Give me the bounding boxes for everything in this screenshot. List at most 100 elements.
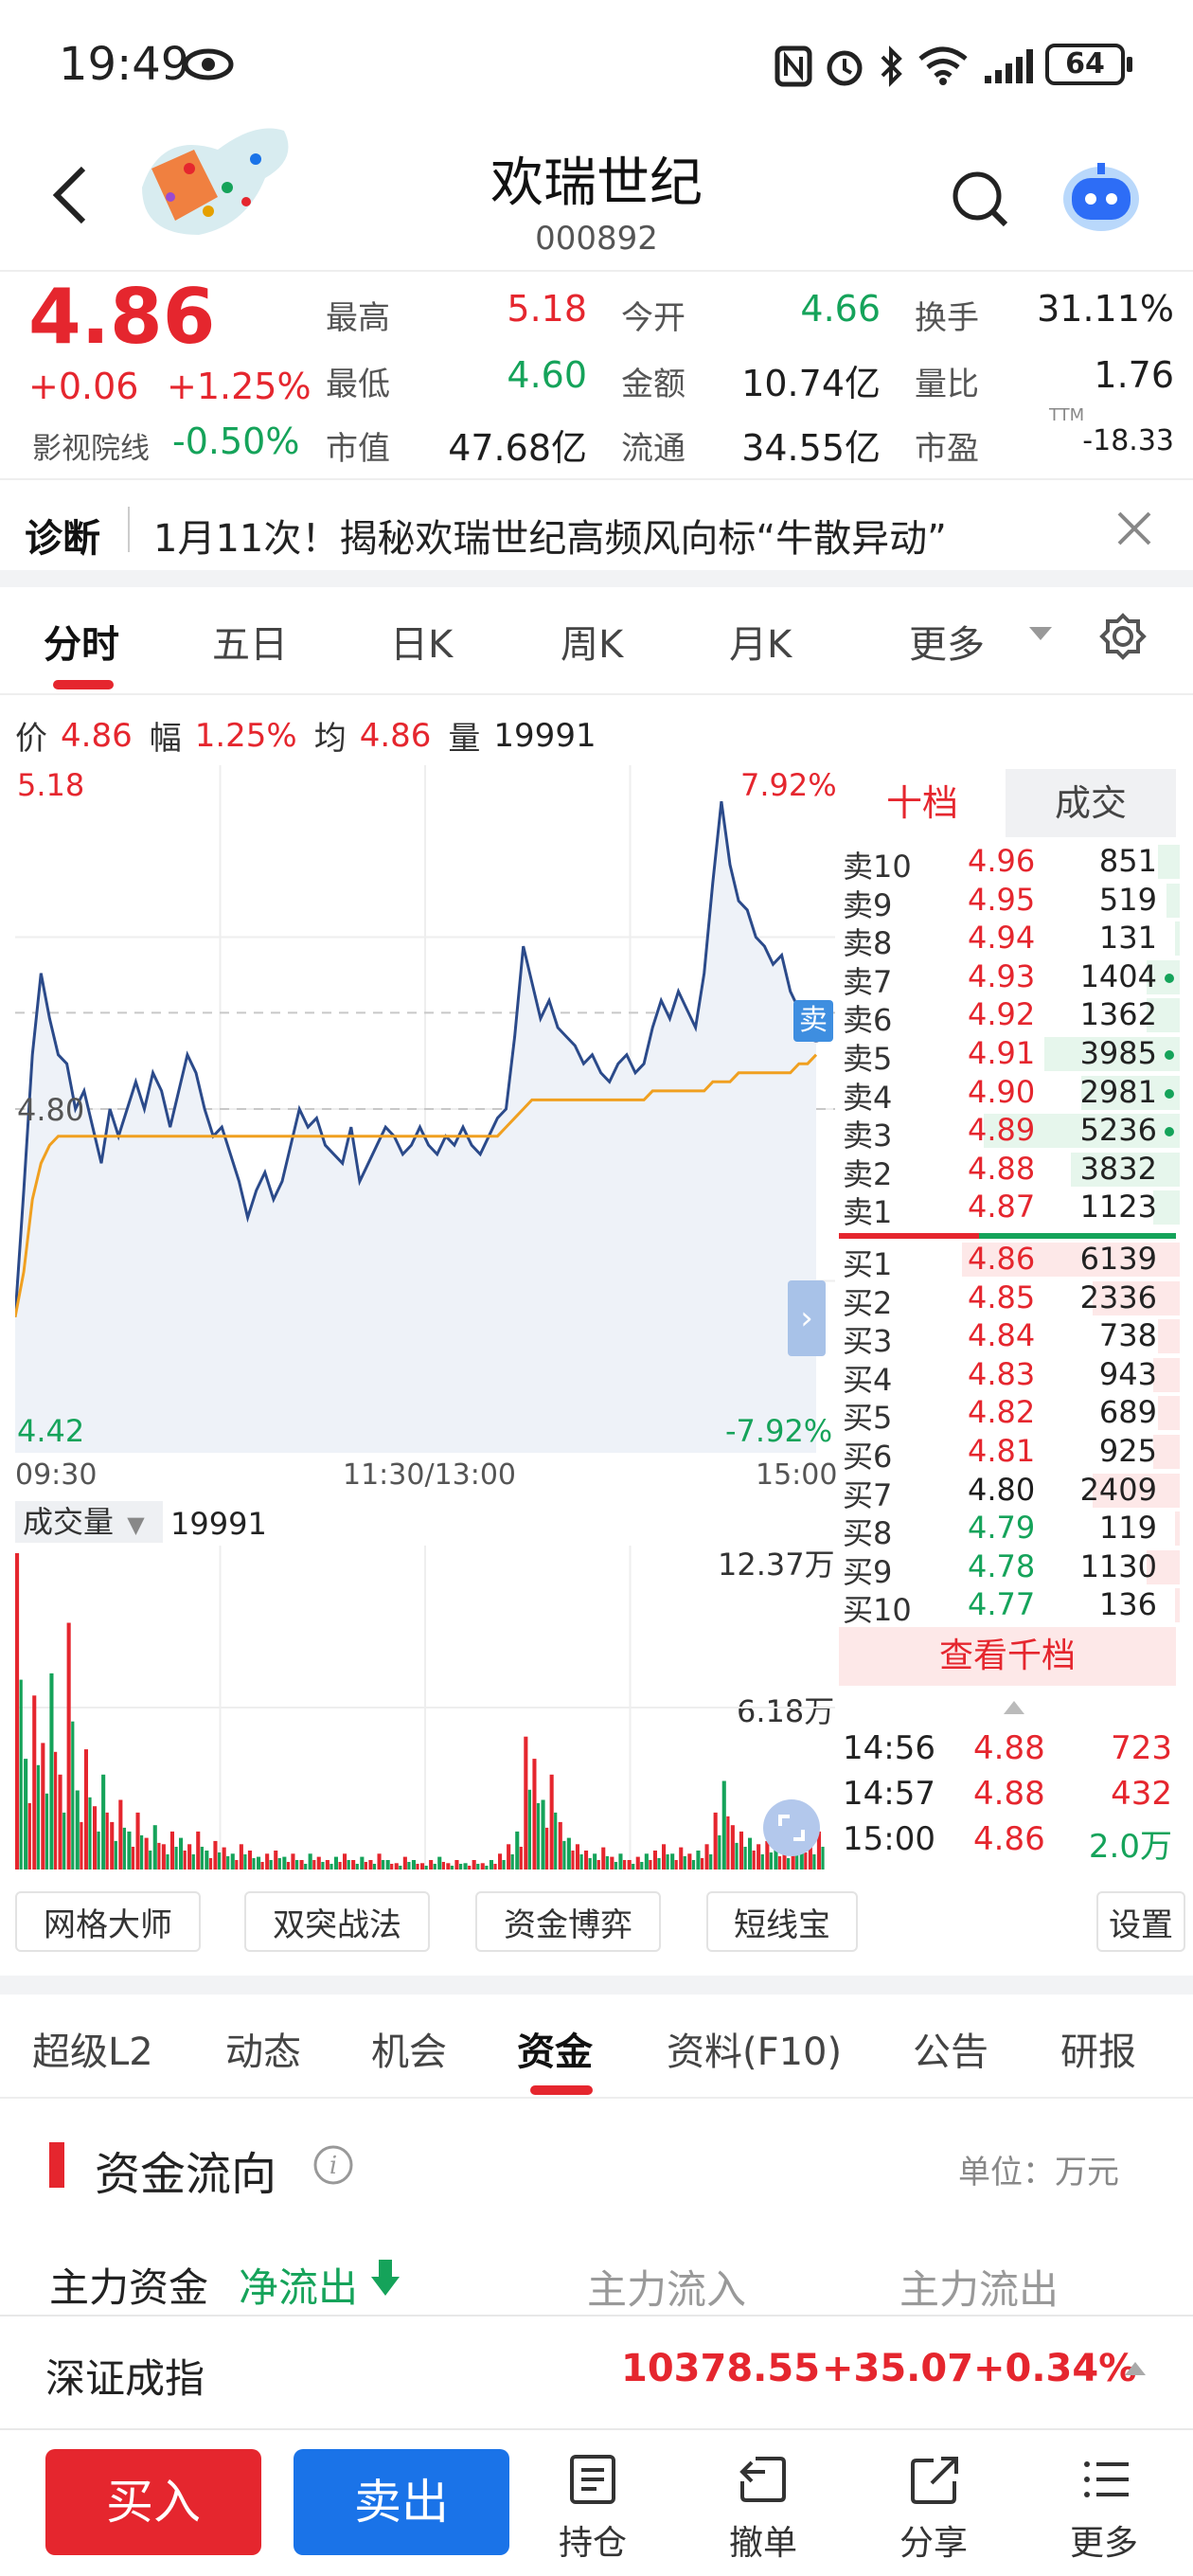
bid-label: 买4 bbox=[843, 1361, 893, 1398]
bid-row[interactable]: 买10 4.77 136 bbox=[839, 1586, 1180, 1628]
quote-value: 5.18 bbox=[507, 288, 587, 330]
tab-chart-5[interactable]: 更多 bbox=[909, 623, 985, 667]
bid-depth-bar bbox=[1153, 1435, 1180, 1469]
signal-icon bbox=[985, 49, 1033, 83]
tab-trades[interactable]: 成交 bbox=[1006, 769, 1176, 837]
fullscreen-icon[interactable] bbox=[763, 1799, 820, 1856]
ask-row[interactable]: 卖10 4.96 851 bbox=[839, 843, 1180, 885]
chevron-down-icon[interactable] bbox=[1027, 625, 1054, 644]
tab-chart-4[interactable]: 月K bbox=[729, 623, 792, 667]
ask-volume: 2981 bbox=[1079, 1073, 1157, 1110]
view-all-levels-button[interactable]: 查看千档 bbox=[839, 1627, 1176, 1686]
volume-bar bbox=[652, 1851, 657, 1869]
bid-row[interactable]: 买1 4.86 6139 bbox=[839, 1241, 1180, 1282]
volume-bar bbox=[338, 1862, 342, 1869]
price-chart[interactable] bbox=[15, 765, 835, 1453]
wifi-icon bbox=[918, 46, 968, 85]
share-button[interactable]: 分享 bbox=[867, 2443, 1000, 2567]
menu-icon bbox=[1084, 2461, 1129, 2497]
ask-depth-bar bbox=[1081, 1075, 1180, 1110]
ask-row[interactable]: 卖4 4.90 2981 bbox=[839, 1073, 1180, 1116]
quote-value: 10.74亿 bbox=[741, 363, 881, 404]
bid-row[interactable]: 买2 4.85 2336 bbox=[839, 1279, 1180, 1321]
bid-price: 4.86 bbox=[968, 1241, 1036, 1277]
bid-depth-bar bbox=[1158, 1396, 1180, 1431]
ask-row[interactable]: 卖3 4.89 5236 bbox=[839, 1112, 1180, 1154]
buy-button[interactable]: 买入 bbox=[45, 2449, 261, 2555]
back-icon[interactable] bbox=[47, 161, 93, 227]
bid-row[interactable]: 买9 4.78 1130 bbox=[839, 1548, 1180, 1590]
ask-row[interactable]: 卖7 4.93 1404 bbox=[839, 958, 1180, 1000]
ask-depth-bar bbox=[1071, 1152, 1180, 1187]
expand-right-button[interactable]: › bbox=[788, 1280, 826, 1356]
tool-button-3[interactable]: 短线宝 bbox=[706, 1891, 858, 1952]
tool-button-2[interactable]: 资金博弈 bbox=[475, 1891, 661, 1952]
info-tab-4[interactable]: 资料(F10) bbox=[667, 2030, 843, 2074]
info-tab-6[interactable]: 研报 bbox=[1060, 2030, 1136, 2074]
ask-depth-bar bbox=[1153, 1190, 1180, 1225]
volume-bar bbox=[329, 1864, 333, 1869]
volume-bar bbox=[93, 1806, 98, 1869]
search-icon[interactable] bbox=[947, 166, 1013, 232]
sell-marker[interactable]: 卖 bbox=[793, 1000, 833, 1042]
tab-chart-3[interactable]: 周K bbox=[561, 623, 624, 667]
info-tab-1[interactable]: 动态 bbox=[225, 2030, 301, 2074]
volume-bar bbox=[596, 1860, 600, 1869]
info-tab-2[interactable]: 机会 bbox=[371, 2030, 447, 2074]
info-vol-label: 量 bbox=[448, 720, 481, 758]
volume-bar bbox=[416, 1864, 419, 1869]
bid-row[interactable]: 买6 4.81 925 bbox=[839, 1433, 1180, 1475]
index-ticker[interactable]: 深证成指 10378.55 +35.07 +0.34% bbox=[0, 2317, 1193, 2428]
close-icon[interactable] bbox=[1113, 508, 1155, 549]
battery-icon: 64 bbox=[1045, 44, 1125, 85]
tool-button-1[interactable]: 双突战法 bbox=[244, 1891, 430, 1952]
volume-selector[interactable]: 成交量 ▼ bbox=[15, 1501, 163, 1543]
volume-bar bbox=[218, 1852, 222, 1869]
battery-tip bbox=[1127, 57, 1132, 72]
info-icon[interactable]: i bbox=[312, 2144, 354, 2186]
tool-button-0[interactable]: 网格大师 bbox=[15, 1891, 201, 1952]
info-tab-0[interactable]: 超级L2 bbox=[32, 2030, 153, 2074]
ask-row[interactable]: 卖8 4.94 131 bbox=[839, 920, 1180, 961]
ask-row[interactable]: 卖1 4.87 1123 bbox=[839, 1189, 1180, 1230]
sector-label[interactable]: 影视院线 bbox=[32, 432, 150, 466]
bid-price: 4.80 bbox=[968, 1471, 1036, 1508]
trade-volume: 723 bbox=[1111, 1729, 1172, 1767]
bid-row[interactable]: 买3 4.84 738 bbox=[839, 1317, 1180, 1359]
bid-depth-bar bbox=[1093, 1280, 1180, 1315]
bid-row[interactable]: 买5 4.82 689 bbox=[839, 1394, 1180, 1436]
gear-icon[interactable] bbox=[1098, 612, 1148, 661]
more-button[interactable]: 更多 bbox=[1038, 2443, 1170, 2567]
tab-chart-0[interactable]: 分时 bbox=[44, 623, 119, 667]
net-flow-status: 净流出 bbox=[239, 2264, 359, 2311]
bid-row[interactable]: 买7 4.80 2409 bbox=[839, 1471, 1180, 1513]
bid-row[interactable]: 买8 4.79 119 bbox=[839, 1510, 1180, 1551]
robot-assistant-icon[interactable] bbox=[1059, 157, 1144, 235]
volume-bar bbox=[205, 1851, 209, 1869]
info-tab-3[interactable]: 资金 bbox=[517, 2030, 593, 2074]
y-tick-mid: 4.80 bbox=[17, 1092, 85, 1128]
info-tab-5[interactable]: 公告 bbox=[913, 2030, 988, 2074]
volume-chart[interactable] bbox=[15, 1546, 835, 1869]
tab-chart-2[interactable]: 日K bbox=[390, 623, 454, 667]
volume-bar bbox=[304, 1864, 308, 1869]
tab-chart-1[interactable]: 五日 bbox=[212, 623, 288, 667]
volume-bar bbox=[420, 1863, 425, 1869]
ask-row[interactable]: 卖5 4.91 3985 bbox=[839, 1035, 1180, 1077]
cancel-order-button[interactable]: 撤单 bbox=[697, 2443, 829, 2567]
trade-time: 14:57 bbox=[843, 1775, 935, 1813]
ask-row[interactable]: 卖2 4.88 3832 bbox=[839, 1151, 1180, 1192]
triangle-up-icon[interactable] bbox=[1002, 1699, 1026, 1716]
ask-row[interactable]: 卖6 4.92 1362 bbox=[839, 996, 1180, 1038]
ask-row[interactable]: 卖9 4.95 519 bbox=[839, 882, 1180, 923]
sell-button[interactable]: 卖出 bbox=[294, 2449, 509, 2555]
chevron-up-icon[interactable] bbox=[1123, 2360, 1148, 2377]
bid-volume: 738 bbox=[1098, 1317, 1157, 1354]
diagnosis-text[interactable]: 1月11次！揭秘欢瑞世纪高频风向标“牛散异动” bbox=[153, 517, 947, 561]
tab-ten-levels[interactable]: 十档 bbox=[839, 769, 1006, 837]
tool-button-4[interactable]: 设置 bbox=[1096, 1891, 1185, 1952]
bid-row[interactable]: 买4 4.83 943 bbox=[839, 1356, 1180, 1398]
y-tick-right-low: -7.92% bbox=[725, 1413, 833, 1449]
holdings-button[interactable]: 持仓 bbox=[526, 2443, 659, 2567]
active-info-tab-indicator bbox=[530, 2085, 593, 2095]
